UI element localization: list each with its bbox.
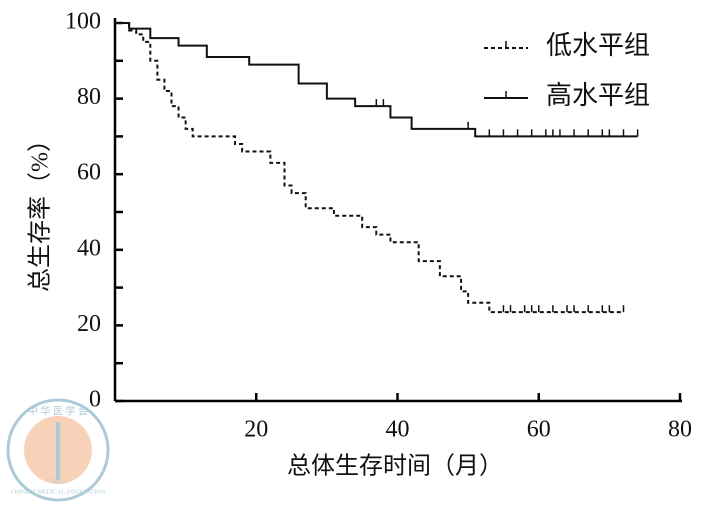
logo: 中 华 医 学 会 CHINESE MEDICAL ASSOCIATION 19…: [6, 398, 110, 502]
survival-line: [115, 22, 638, 138]
y-tick-label: 60: [77, 160, 101, 186]
x-tick-label: 60: [527, 417, 551, 443]
x-axis-label: 总体生存时间（月）: [287, 453, 503, 480]
logo-year: 1915: [51, 478, 66, 486]
logo-ring: [6, 398, 110, 502]
survival-line: [115, 22, 624, 314]
y-axis-label: 总生存率（%）: [27, 128, 54, 292]
legend-label: 高水平组: [546, 81, 650, 110]
logo-en: CHINESE MEDICAL ASSOCIATION: [11, 489, 106, 495]
y-tick-label: 40: [77, 235, 101, 261]
y-tick-label: 80: [77, 84, 101, 110]
x-tick-label: 80: [668, 417, 692, 443]
logo-cn: 中 华 医 学 会: [28, 404, 88, 417]
x-tick-label: 40: [386, 417, 410, 443]
legend-label: 低水平组: [546, 31, 650, 60]
y-tick-label: 100: [65, 9, 101, 35]
x-tick-label: 20: [244, 417, 268, 443]
y-tick-label: 0: [89, 387, 101, 413]
y-tick-label: 20: [77, 311, 101, 337]
